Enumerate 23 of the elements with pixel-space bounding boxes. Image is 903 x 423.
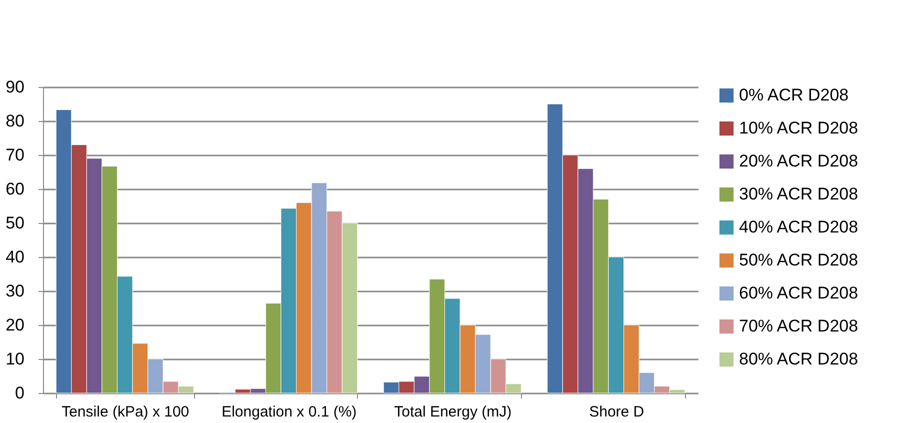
- y-tick-label: 0: [15, 384, 24, 402]
- y-tick-label: 10: [6, 350, 24, 368]
- legend-label: 60% ACR D208: [739, 284, 858, 302]
- x-tick-label: Tensile (kPa) x 100: [62, 404, 190, 420]
- legend-label: 20% ACR D208: [739, 152, 858, 170]
- y-tick-label: 80: [6, 112, 24, 130]
- y-tick-label: 90: [6, 78, 24, 96]
- legend-label: 40% ACR D208: [739, 218, 858, 236]
- y-tick-label: 60: [6, 180, 24, 198]
- x-tick-label: Shore D: [589, 404, 644, 420]
- legend-label: 80% ACR D208: [739, 350, 858, 368]
- legend-label: 70% ACR D208: [739, 316, 858, 336]
- legend-label: 0% ACR D208: [739, 86, 849, 104]
- legend-label: 50% ACR D208: [739, 250, 858, 270]
- y-tick-label: 30: [6, 282, 24, 300]
- legend-label: 30% ACR D208: [739, 184, 858, 204]
- y-tick-label: 20: [6, 316, 24, 334]
- y-tick-label: 50: [6, 214, 24, 232]
- x-tick-label: Elongation x 0.1 (%): [222, 404, 357, 420]
- y-tick-label: 40: [6, 248, 24, 266]
- y-tick-label: 70: [6, 146, 24, 164]
- legend-label: 10% ACR D208: [739, 118, 858, 138]
- x-tick-label: Total Energy (mJ): [394, 404, 512, 420]
